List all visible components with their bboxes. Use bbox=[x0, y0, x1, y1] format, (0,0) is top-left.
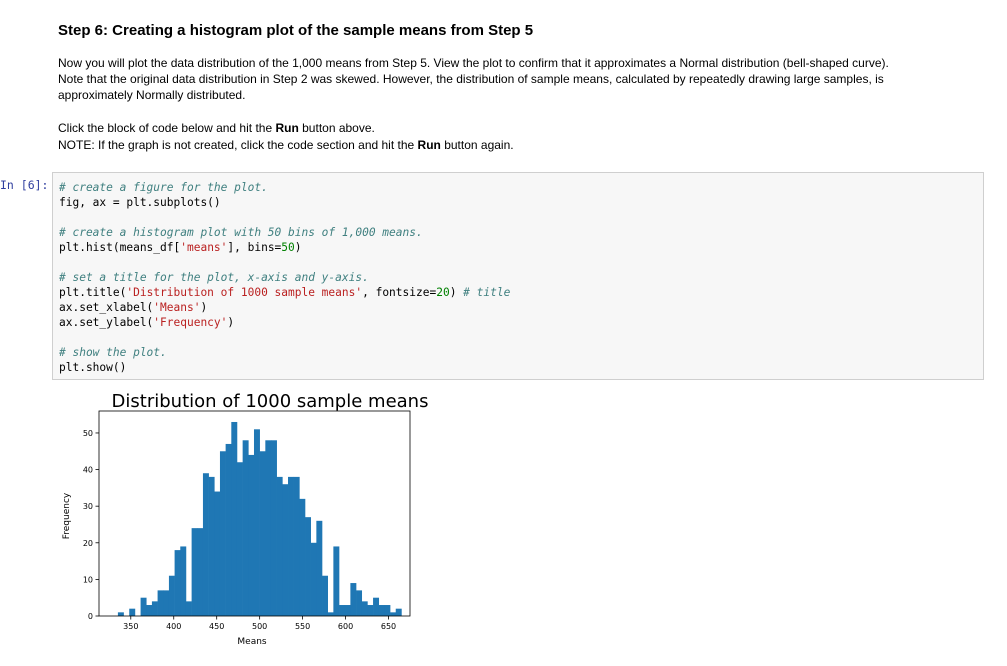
x-tick-label: 650 bbox=[381, 622, 396, 631]
histogram-bar bbox=[293, 476, 300, 616]
histogram-bars bbox=[117, 421, 402, 616]
intro-line: Note that the original data distribution… bbox=[58, 72, 884, 86]
histogram-bar bbox=[185, 601, 192, 616]
x-tick-label: 600 bbox=[338, 622, 353, 631]
histogram-bar bbox=[344, 605, 351, 616]
histogram-bar bbox=[168, 575, 175, 616]
histogram-bar bbox=[157, 590, 164, 616]
y-tick-label: 20 bbox=[83, 539, 93, 548]
instruction-line-2: NOTE: If the graph is not created, click… bbox=[58, 138, 514, 152]
intro-line: approximately Normally distributed. bbox=[58, 88, 246, 102]
histogram-bar bbox=[339, 605, 346, 616]
histogram-bar bbox=[361, 601, 368, 616]
x-tick-label: 500 bbox=[252, 622, 267, 631]
histogram-bar bbox=[248, 454, 255, 616]
histogram-bar bbox=[151, 601, 158, 616]
instruction-line-1: Click the block of code below and hit th… bbox=[58, 121, 375, 135]
histogram-bar bbox=[395, 608, 402, 616]
histogram-bar bbox=[253, 429, 260, 616]
histogram-bar bbox=[265, 440, 272, 616]
histogram-bar bbox=[259, 451, 266, 616]
histogram-bar bbox=[282, 484, 289, 616]
histogram-bar bbox=[242, 440, 249, 616]
run-keyword: Run bbox=[275, 121, 299, 135]
x-tick-label: 450 bbox=[209, 622, 224, 631]
histogram-bar bbox=[276, 476, 283, 616]
histogram-bar bbox=[367, 605, 374, 616]
histogram-bar bbox=[384, 605, 391, 616]
histogram-bar bbox=[219, 451, 226, 616]
y-tick-label: 40 bbox=[83, 466, 93, 475]
histogram-bar bbox=[350, 583, 357, 616]
histogram-bar bbox=[327, 612, 334, 616]
x-tick-label: 550 bbox=[295, 622, 310, 631]
histogram-bar bbox=[163, 590, 170, 616]
x-tick-label: 400 bbox=[166, 622, 181, 631]
code-cell[interactable]: # create a figure for the plot. fig, ax … bbox=[52, 172, 984, 380]
histogram-bar bbox=[140, 597, 147, 616]
histogram-bar bbox=[390, 612, 397, 616]
histogram-bar bbox=[310, 542, 317, 616]
histogram-bar bbox=[322, 575, 328, 616]
histogram-bar bbox=[129, 608, 136, 616]
x-tick-label: 350 bbox=[123, 622, 138, 631]
code-editor[interactable]: # create a figure for the plot. fig, ax … bbox=[59, 181, 511, 374]
y-tick-label: 0 bbox=[88, 612, 93, 621]
histogram-bar bbox=[214, 491, 221, 616]
histogram-bar bbox=[225, 443, 232, 616]
intro-line: Now you will plot the data distribution … bbox=[58, 56, 889, 70]
histogram-bar bbox=[288, 476, 294, 616]
histogram-bar bbox=[305, 517, 311, 616]
x-axis-label: Means bbox=[237, 637, 267, 647]
input-prompt: In [6]: bbox=[0, 178, 49, 192]
y-axis-ticks: 0 10 20 30 40 50 bbox=[83, 429, 99, 621]
run-keyword: Run bbox=[417, 138, 441, 152]
histogram-bar bbox=[117, 612, 124, 616]
step-heading: Step 6: Creating a histogram plot of the… bbox=[58, 22, 534, 39]
histogram-bar bbox=[202, 473, 209, 616]
histogram-bar bbox=[208, 476, 215, 616]
histogram-bar bbox=[316, 520, 323, 616]
histogram-plot: Distribution of 1000 sample means 350 400… bbox=[62, 391, 429, 647]
y-tick-label: 10 bbox=[83, 575, 93, 584]
histogram-bar bbox=[197, 528, 204, 616]
histogram-bar bbox=[378, 605, 385, 616]
histogram-bar bbox=[356, 590, 363, 616]
histogram-bar bbox=[174, 550, 181, 616]
histogram-bar bbox=[270, 440, 277, 616]
histogram-bar bbox=[333, 546, 340, 616]
x-axis-ticks: 350 400 450 500 550 600 650 bbox=[123, 616, 396, 631]
histogram-bar bbox=[146, 605, 153, 616]
histogram-bar bbox=[373, 597, 380, 616]
y-tick-label: 30 bbox=[83, 502, 93, 511]
y-axis-label: Frequency bbox=[62, 492, 72, 539]
histogram-bar bbox=[231, 421, 238, 616]
histogram-bar bbox=[191, 528, 198, 616]
plot-frame bbox=[98, 410, 411, 617]
histogram-bar bbox=[236, 462, 243, 616]
histogram-bar bbox=[299, 498, 306, 616]
histogram-bar bbox=[180, 546, 187, 616]
chart-title: Distribution of 1000 sample means bbox=[112, 391, 429, 412]
y-tick-label: 50 bbox=[83, 429, 93, 438]
